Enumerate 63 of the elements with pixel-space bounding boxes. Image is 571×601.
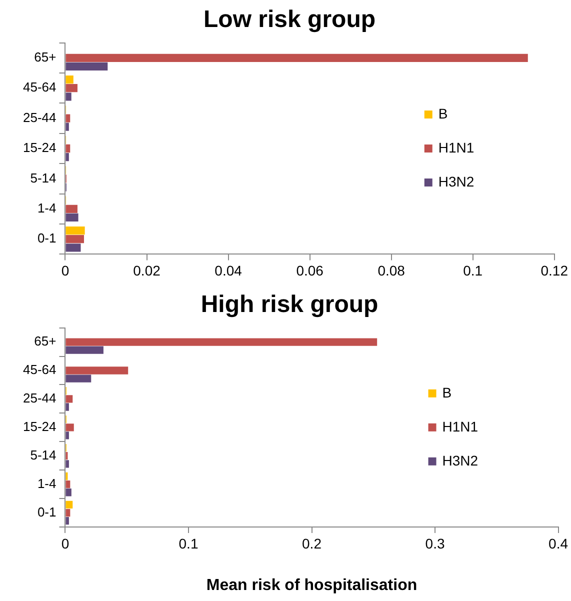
bar (66, 374, 92, 382)
bar (66, 500, 73, 509)
x-tick-label: 0.04 (214, 262, 242, 278)
bar (66, 213, 78, 222)
bar (66, 244, 81, 252)
bar (66, 92, 72, 101)
y-tick-label: 0-1 (37, 230, 56, 246)
bar (66, 144, 70, 153)
x-tick-label: 0.3 (425, 535, 445, 552)
bar (66, 480, 70, 488)
x-tick-label: 0 (61, 262, 70, 278)
bar (66, 235, 84, 244)
bar (66, 517, 69, 525)
x-tick-label: 0.2 (302, 535, 322, 552)
y-tick-label: 1-4 (37, 200, 56, 216)
y-tick-label: 45-64 (23, 362, 56, 378)
bar (66, 84, 78, 92)
y-tick-label: 65+ (34, 49, 56, 64)
x-tick-label: 0.12 (540, 262, 568, 278)
y-tick-label: 15-24 (23, 140, 56, 156)
x-tick-label: 0.1 (463, 262, 483, 278)
y-tick-label: 45-64 (23, 80, 56, 95)
x-tick-label: 0.1 (178, 535, 198, 552)
legend-label: B (438, 105, 448, 122)
bar (66, 488, 72, 496)
bar (66, 75, 74, 84)
chart-title: High risk group (200, 291, 378, 318)
bar (66, 403, 69, 411)
bar (66, 122, 69, 131)
legend-label: H1N1 (438, 139, 474, 156)
x-tick-label: 0.08 (378, 262, 406, 278)
y-tick-label: 5-14 (30, 447, 56, 462)
x-tick-label: 0.06 (296, 262, 324, 278)
x-tick-label: 0 (61, 535, 70, 552)
bar (66, 338, 378, 346)
bar (66, 432, 69, 440)
bar (66, 62, 108, 71)
chart-title: Low risk group (203, 6, 376, 34)
y-tick-label: 25-44 (23, 110, 56, 125)
bar (66, 226, 85, 235)
y-tick-label: 15-24 (23, 418, 56, 434)
bar (66, 204, 78, 213)
y-tick-label: 1-4 (37, 476, 56, 491)
x-tick-label: 0.4 (548, 535, 568, 552)
y-tick-label: 25-44 (23, 390, 56, 406)
legend-label: H3N2 (442, 452, 478, 468)
bar (66, 508, 70, 517)
x-tick-label: 0.02 (133, 262, 161, 278)
legend-label: H1N1 (442, 418, 478, 434)
bar (66, 54, 528, 62)
bar (66, 395, 73, 403)
y-tick-label: 0-1 (37, 504, 56, 520)
y-tick-label: 65+ (34, 334, 56, 349)
legend-label: B (442, 384, 452, 400)
bar (66, 460, 69, 468)
bar (66, 346, 104, 354)
bar (66, 424, 74, 432)
bar (66, 114, 70, 122)
x-axis-title: Mean risk of hospitalisation (206, 576, 418, 594)
y-tick-label: 5-14 (30, 170, 56, 186)
bar (66, 366, 128, 374)
legend-label: H3N2 (438, 173, 474, 190)
bar (66, 152, 69, 162)
